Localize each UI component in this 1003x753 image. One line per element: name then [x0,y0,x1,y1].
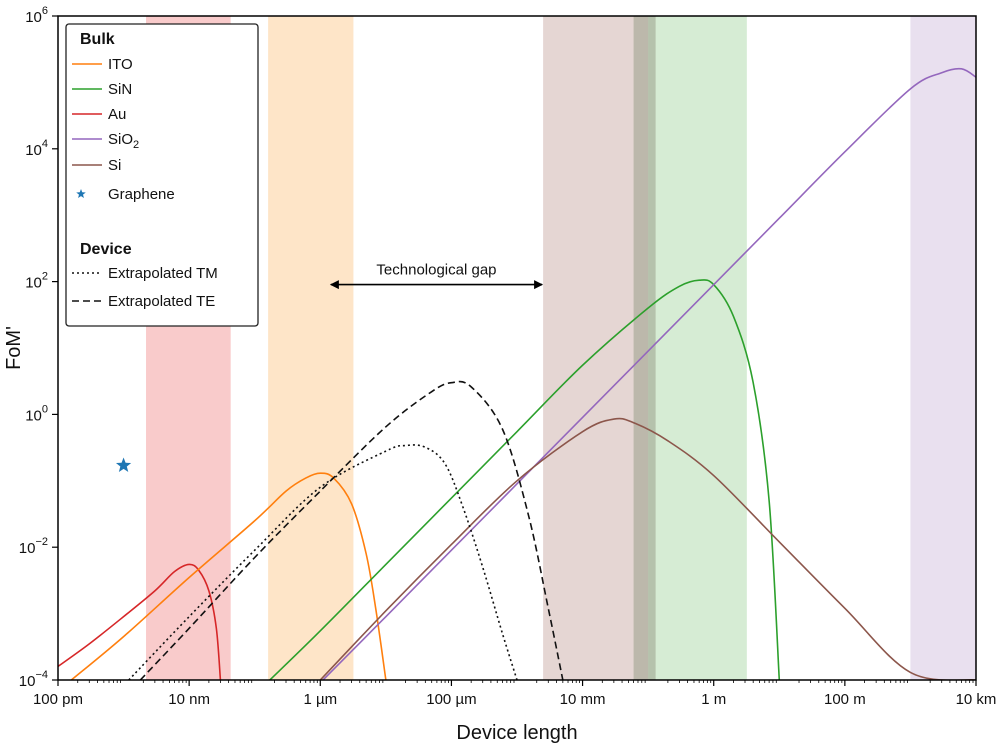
y-tick-label: 106 [25,5,48,26]
legend-label-sio2: SiO2 [108,131,139,151]
y-tick-label: 10−4 [19,669,48,690]
legend-label-tm: Extrapolated TM [108,265,218,282]
legend: Bulk ITO SiN Au SiO2 Si Graphene Extrapolated T… [65,23,259,327]
legend-swatch-graphene [76,189,86,199]
points-layer [115,457,132,472]
point-graphene-marker [115,457,132,472]
band-overlap-si-sin [633,16,656,680]
band-sin [648,16,747,680]
x-axis-ticks: 100 pm 10 nm 1 µm 100 µm 10 mm 1 m 100 m 10 km [33,680,996,708]
legend-label-graphene: Graphene [108,186,175,203]
band-sio2 [910,16,976,680]
legend-label-si: Si [108,157,121,174]
annotation-layer: Technological gap [329,262,544,290]
x-tick-label: 1 µm [303,691,337,708]
x-tick-label: 1 m [701,691,726,708]
band-si [543,16,649,680]
y-tick-label: 10−2 [19,536,48,557]
x-tick-label: 100 µm [426,691,476,708]
gap-annotation-label: Technological gap [376,262,496,279]
x-tick-label: 100 pm [33,691,83,708]
band-ito [268,16,354,680]
series-au-line [58,563,222,680]
legend-label-te: Extrapolated TE [108,293,215,310]
legend-box [65,23,259,327]
x-tick-label: 10 nm [168,691,210,708]
legend-heading-device: Device [80,241,132,258]
legend-heading-bulk: Bulk [80,31,115,48]
y-tick-label: 100 [25,403,48,424]
series-sio2-line [322,67,976,680]
legend-label-sin: SiN [108,81,132,98]
series-tm-line [128,444,518,680]
series-si-line [319,417,976,680]
series-layer [58,67,976,680]
y-tick-label: 102 [25,271,48,292]
x-tick-label: 10 mm [560,691,606,708]
plot-frame [57,15,977,681]
x-tick-label: 10 km [956,691,997,708]
series-ito-line [70,472,387,680]
series-sin-line [269,279,781,680]
legend-label-au: Au [108,106,126,123]
gap-arrow-left-head [329,280,339,290]
legend-label-ito: ITO [108,56,133,73]
series-te-line [139,380,564,680]
x-tick-label: 100 m [824,691,866,708]
y-tick-label: 104 [25,138,48,159]
x-axis-title: Device length [456,722,577,744]
gap-arrow-right-head [534,280,544,290]
y-axis-ticks: 10−4 10−2 100 102 104 106 [19,5,58,690]
y-axis-title: FoM' [3,326,25,370]
